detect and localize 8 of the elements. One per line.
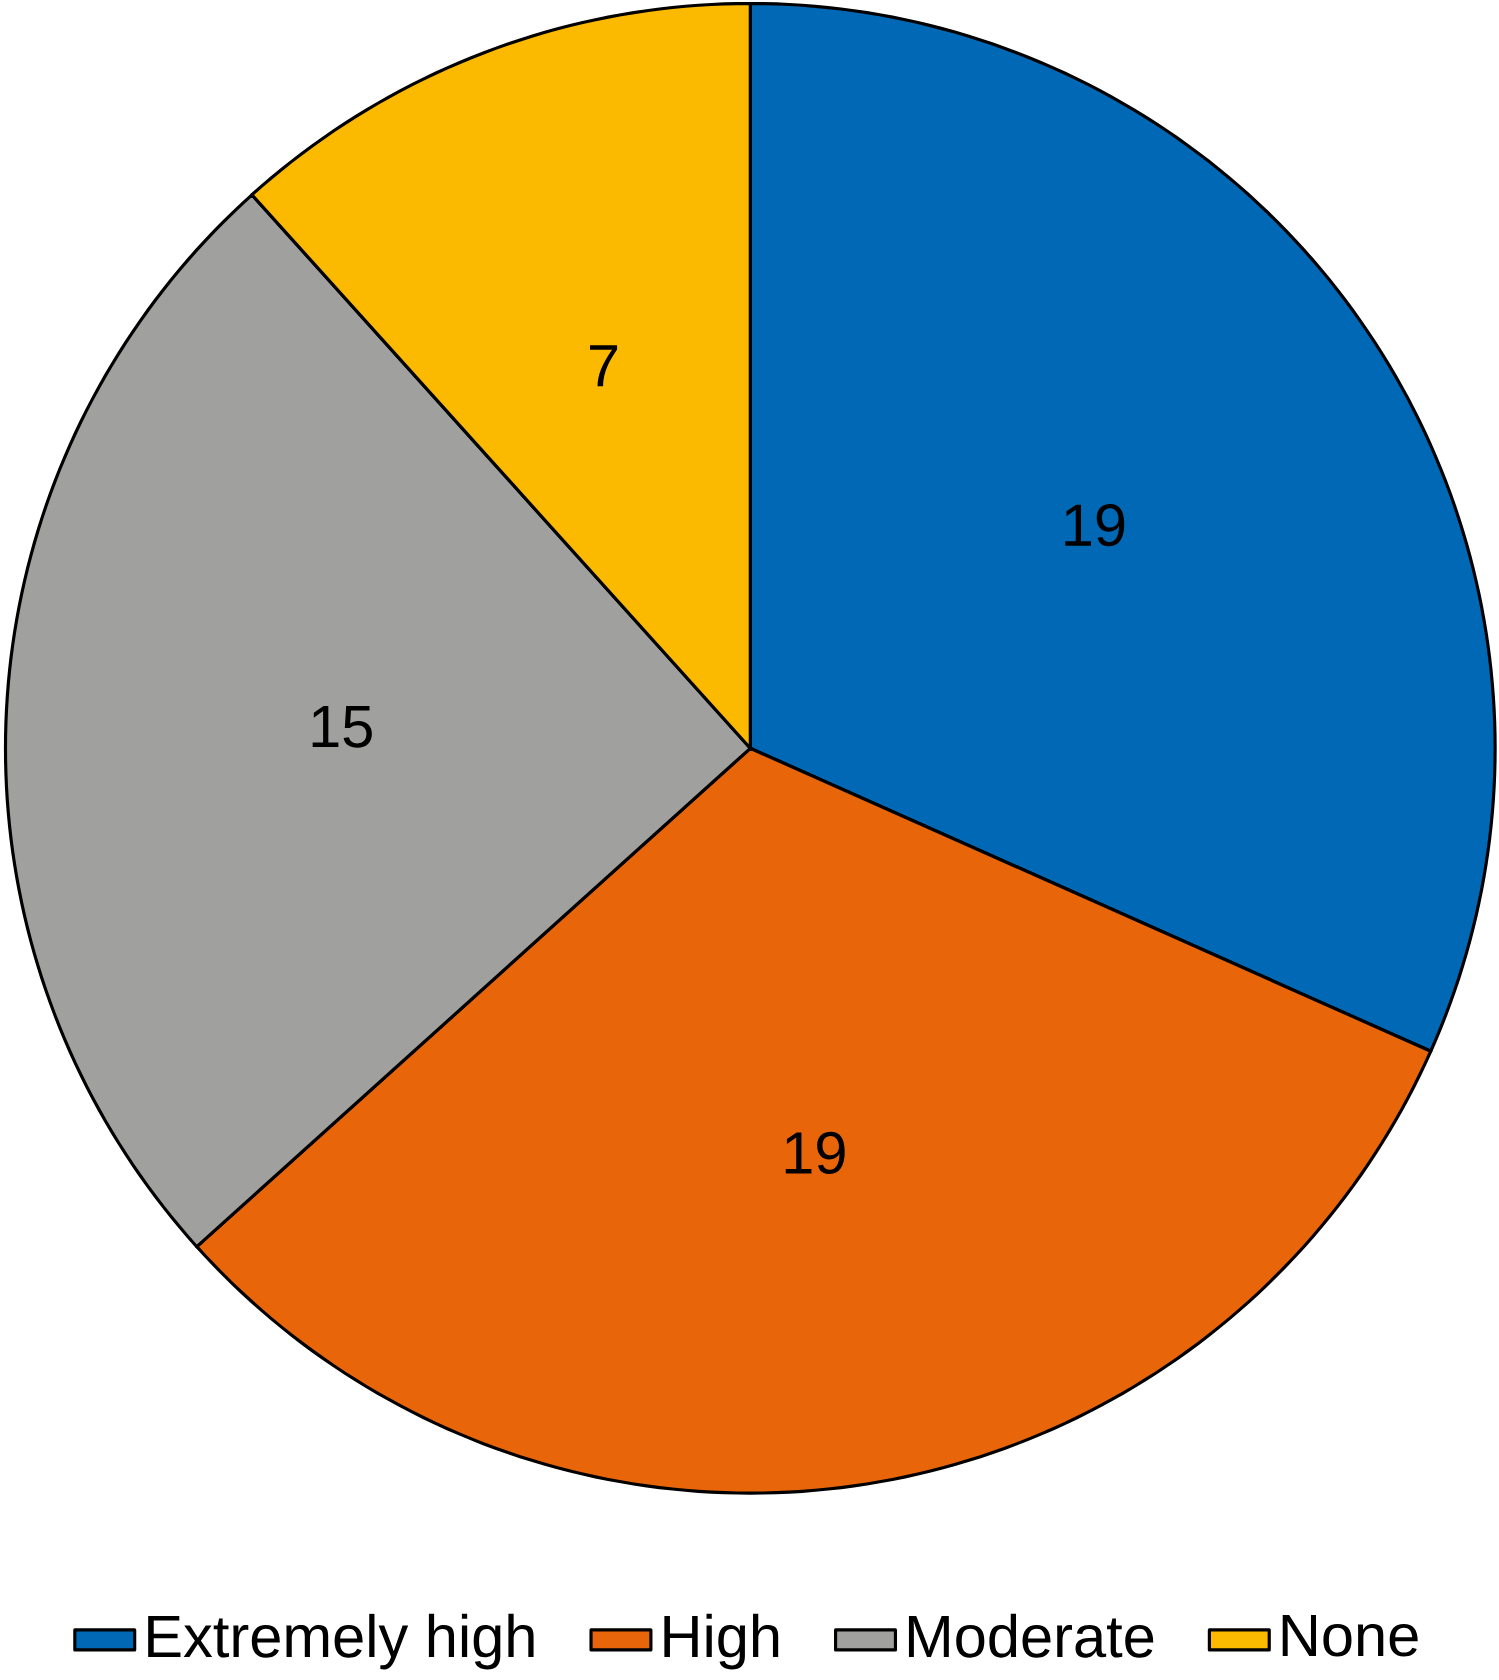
- legend-label: Moderate: [909, 1613, 1154, 1658]
- data-label: 15: [312, 706, 373, 748]
- legend-label: High: [664, 1613, 779, 1670]
- legend-label: Extremely high: [148, 1613, 534, 1670]
- data-label: 7: [590, 345, 618, 387]
- data-label: 19: [785, 1131, 845, 1175]
- data-label: 19: [1065, 504, 1125, 547]
- legend-label: None: [1282, 1614, 1418, 1657]
